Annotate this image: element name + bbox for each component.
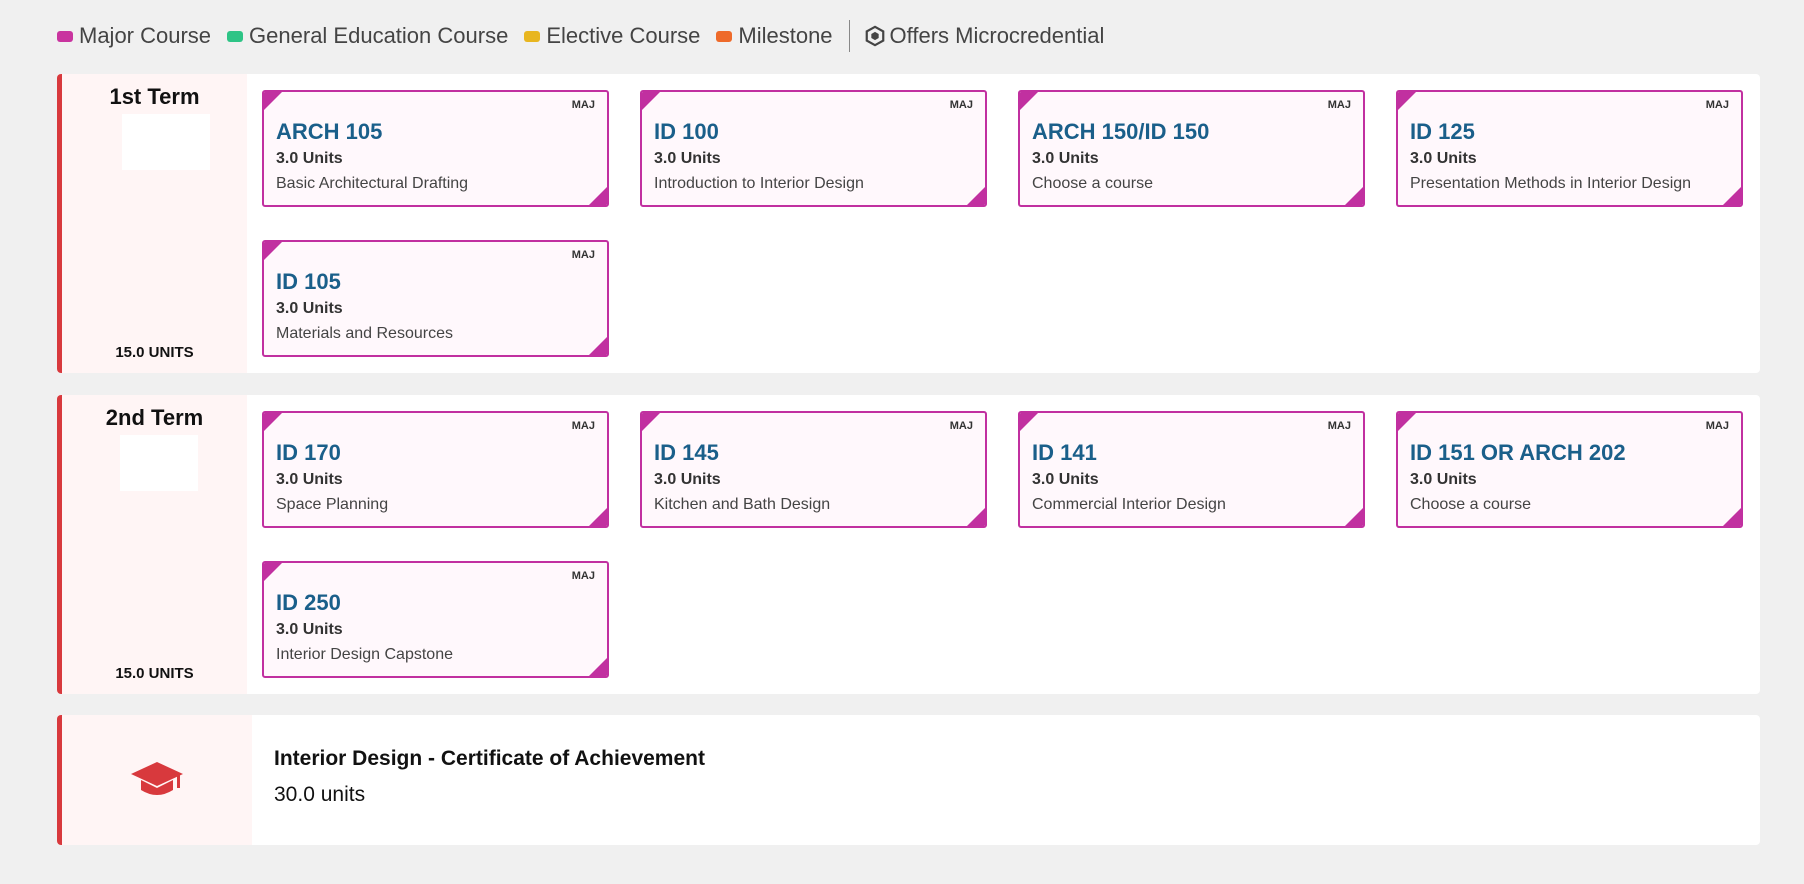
course-name: Space Planning [276,496,389,513]
course-type-tag: MAJ [1327,99,1351,111]
course-grid: MAJ ARCH 105 3.0 Units Basic Architectur… [247,74,1760,373]
course-card[interactable]: MAJ ID 151 OR ARCH 202 3.0 Units Choose … [1396,411,1743,528]
major-swatch-icon [57,30,73,42]
legend-label: Elective Course [546,23,701,48]
course-name: Choose a course [1032,175,1153,192]
legend-item-microcredential: Offers Microcredential [864,23,1105,49]
course-name: Materials and Resources [276,325,453,342]
course-code: ID 100 [654,119,719,144]
course-units: 3.0 Units [276,150,343,167]
term-1: 1st Term 15.0 UNITS MAJ ARCH 105 3.0 Uni… [57,74,1760,373]
course-card[interactable]: MAJ ARCH 150/ID 150 3.0 Units Choose a c… [1018,90,1365,207]
course-type-tag: MAJ [1705,99,1729,111]
elective-swatch-icon [524,30,541,42]
legend-item-elective: Elective Course [524,23,700,49]
course-code: ID 250 [276,590,341,615]
course-code: ID 125 [1410,119,1475,144]
course-card[interactable]: MAJ ARCH 105 3.0 Units Basic Architectur… [262,90,609,207]
course-type-tag: MAJ [571,570,595,582]
course-code: ID 145 [654,440,719,465]
course-type-tag: MAJ [1327,420,1351,432]
course-units: 3.0 Units [1032,150,1099,167]
course-type-tag: MAJ [1705,420,1729,432]
legend-item-milestone: Milestone [716,23,833,49]
certificate-title: Interior Design - Certificate of Achieve… [274,747,705,770]
certificate-body: Interior Design - Certificate of Achieve… [252,715,705,845]
term-sidebar: 1st Term 15.0 UNITS [57,74,247,373]
course-units: 3.0 Units [1410,471,1477,488]
term-placeholder [120,435,198,491]
course-code: ARCH 150/ID 150 [1032,119,1210,144]
legend-divider [848,20,850,52]
term-sidebar: 2nd Term 15.0 UNITS [57,395,247,694]
hexagon-badge-icon [865,25,884,47]
course-type-tag: MAJ [949,99,973,111]
course-name: Presentation Methods in Interior Design [1410,175,1692,192]
course-units: 3.0 Units [276,621,343,638]
course-code: ID 141 [1032,440,1097,465]
course-name: Choose a course [1410,496,1531,513]
term-title: 2nd Term [105,405,204,430]
course-card[interactable]: MAJ ID 105 3.0 Units Materials and Resou… [262,240,609,357]
course-units: 3.0 Units [654,471,721,488]
course-units: 3.0 Units [1410,150,1477,167]
legend-item-gen-ed: General Education Course [227,23,508,49]
course-name: Basic Architectural Drafting [276,175,469,192]
certificate-units: 30.0 units [274,783,366,806]
course-card[interactable]: MAJ ID 170 3.0 Units Space Planning [262,411,609,528]
term-units: 15.0 UNITS [115,344,194,361]
course-type-tag: MAJ [571,420,595,432]
course-units: 3.0 Units [276,300,343,317]
legend-label: Offers Microcredential [889,23,1105,48]
legend-label: Major Course [79,23,212,48]
course-name: Interior Design Capstone [276,646,453,663]
legend-label: Milestone [738,23,833,48]
gen-ed-swatch-icon [227,30,244,42]
course-grid: MAJ ID 170 3.0 Units Space Planning MAJ … [247,395,1760,694]
term-2: 2nd Term 15.0 UNITS MAJ ID 170 3.0 Units… [57,395,1760,694]
course-card[interactable]: MAJ ID 100 3.0 Units Introduction to Int… [640,90,987,207]
certificate-sidebar [57,715,252,845]
graduation-cap-icon [131,762,183,795]
course-card[interactable]: MAJ ID 145 3.0 Units Kitchen and Bath De… [640,411,987,528]
course-card[interactable]: MAJ ID 125 3.0 Units Presentation Method… [1396,90,1743,207]
term-title: 1st Term [109,84,200,109]
term-units: 15.0 UNITS [115,665,194,682]
course-card[interactable]: MAJ ID 141 3.0 Units Commercial Interior… [1018,411,1365,528]
course-units: 3.0 Units [276,471,343,488]
milestone-swatch-icon [716,30,733,42]
course-type-tag: MAJ [949,420,973,432]
legend: Major Course General Education Course El… [57,20,1120,52]
course-code: ID 170 [276,440,341,465]
course-units: 3.0 Units [1032,471,1099,488]
course-card[interactable]: MAJ ID 250 3.0 Units Interior Design Cap… [262,561,609,678]
term-placeholder [122,114,210,170]
course-code: ID 105 [276,269,341,294]
course-code: ID 151 OR ARCH 202 [1410,440,1626,465]
course-units: 3.0 Units [654,150,721,167]
course-name: Introduction to Interior Design [654,175,864,192]
legend-label: General Education Course [249,23,509,48]
course-code: ARCH 105 [276,119,383,144]
certificate-panel: Interior Design - Certificate of Achieve… [57,715,1760,845]
legend-item-major: Major Course [57,23,211,49]
course-type-tag: MAJ [571,99,595,111]
course-name: Kitchen and Bath Design [654,496,831,513]
course-type-tag: MAJ [571,249,595,261]
course-name: Commercial Interior Design [1032,496,1226,513]
